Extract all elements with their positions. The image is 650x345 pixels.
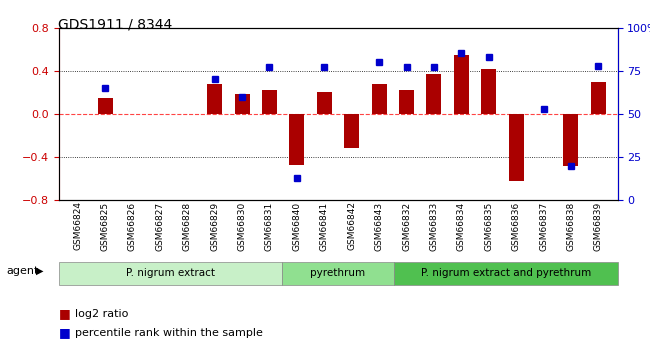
Bar bbox=[98, 98, 112, 114]
Bar bbox=[454, 55, 469, 114]
Bar bbox=[564, 114, 578, 166]
Bar bbox=[426, 74, 441, 114]
Text: ▶: ▶ bbox=[36, 266, 44, 276]
Text: P. nigrum extract: P. nigrum extract bbox=[126, 268, 214, 278]
Text: ■: ■ bbox=[58, 326, 70, 339]
Bar bbox=[235, 95, 250, 114]
Text: agent: agent bbox=[6, 266, 39, 276]
Text: log2 ratio: log2 ratio bbox=[75, 309, 128, 319]
Bar bbox=[481, 69, 496, 114]
Bar bbox=[344, 114, 359, 148]
Bar bbox=[289, 114, 304, 165]
Text: ■: ■ bbox=[58, 307, 70, 321]
Bar bbox=[591, 81, 606, 114]
Bar bbox=[399, 90, 414, 114]
Bar bbox=[207, 84, 222, 114]
Bar bbox=[317, 92, 332, 114]
Text: percentile rank within the sample: percentile rank within the sample bbox=[75, 328, 263, 338]
Bar bbox=[372, 84, 387, 114]
Text: pyrethrum: pyrethrum bbox=[311, 268, 365, 278]
Text: P. nigrum extract and pyrethrum: P. nigrum extract and pyrethrum bbox=[421, 268, 591, 278]
Bar bbox=[262, 90, 277, 114]
Bar bbox=[508, 114, 524, 181]
Text: GDS1911 / 8344: GDS1911 / 8344 bbox=[58, 17, 173, 31]
